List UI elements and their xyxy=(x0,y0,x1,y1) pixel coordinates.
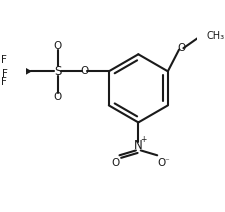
Text: O: O xyxy=(111,158,119,168)
Text: F: F xyxy=(1,77,7,87)
Text: S: S xyxy=(54,65,61,78)
Text: O: O xyxy=(53,92,62,102)
Text: N: N xyxy=(133,139,142,152)
Text: F: F xyxy=(2,69,8,79)
Text: ⁻: ⁻ xyxy=(164,157,169,166)
Text: F: F xyxy=(1,55,7,65)
Text: O: O xyxy=(80,66,88,76)
Text: CH₃: CH₃ xyxy=(206,31,224,41)
Text: +: + xyxy=(140,135,146,144)
Text: O: O xyxy=(157,158,165,168)
Text: O: O xyxy=(176,43,184,53)
Text: O: O xyxy=(53,41,62,51)
